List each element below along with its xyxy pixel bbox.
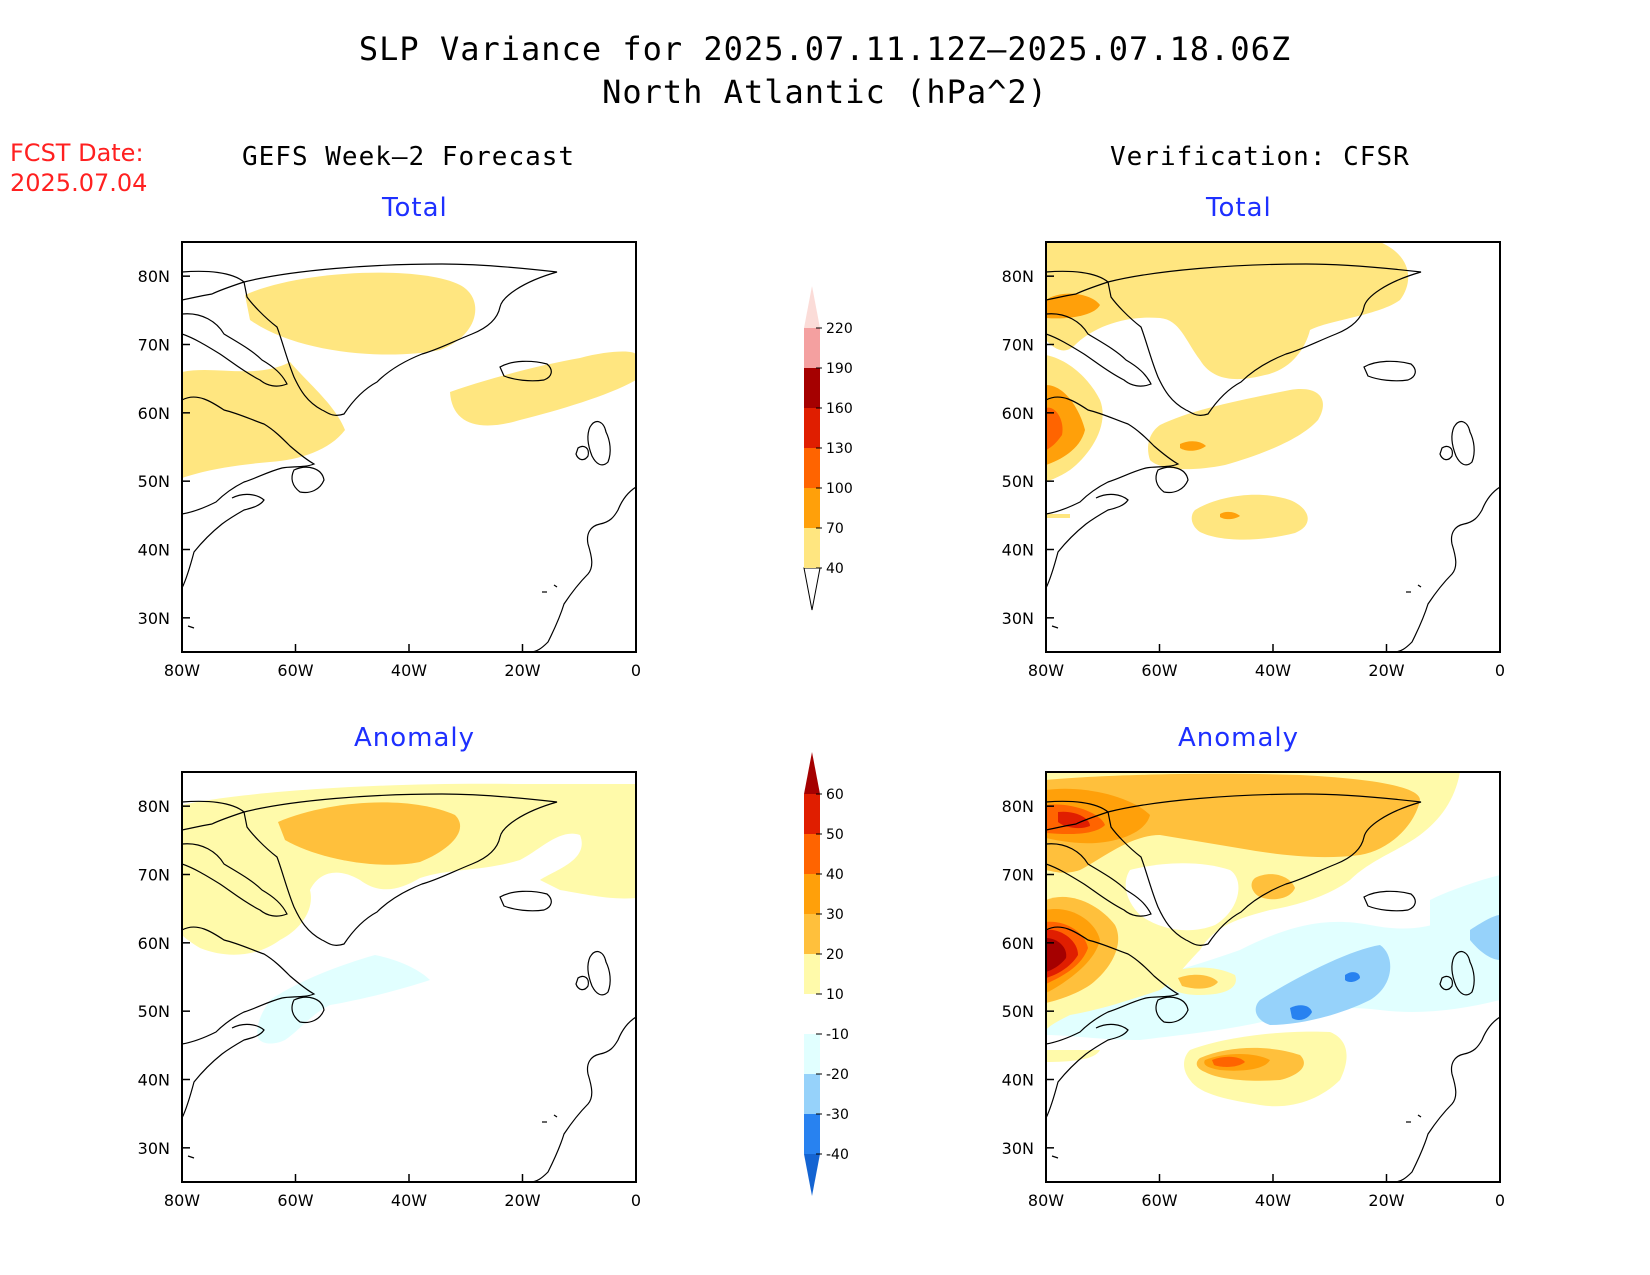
colorbar-swatch [804, 954, 820, 994]
colorbar-label: 20 [826, 947, 844, 963]
fcst-date-label: FCST Date: [10, 139, 144, 167]
colorbar-swatch [804, 1114, 820, 1154]
lon-label: 60W [1141, 661, 1177, 680]
panel-title-verification-anomaly: Anomaly [1178, 723, 1300, 753]
lat-label: 50N [138, 472, 170, 491]
lon-label: 80W [1028, 661, 1064, 680]
colorbar-swatch [804, 994, 820, 1034]
colorbar-swatch [804, 1074, 820, 1114]
lon-label: 0 [1495, 661, 1505, 680]
lon-label: 80W [164, 661, 200, 680]
lat-label: 40N [1002, 541, 1034, 560]
colorbar-swatch [804, 1154, 820, 1196]
colorbar-end-low [803, 567, 821, 611]
panel-title-forecast-total: Total [382, 193, 448, 223]
lat-label: 80N [138, 267, 170, 286]
colorbar-label: -10 [826, 1027, 849, 1043]
colorbar-label: -30 [826, 1107, 849, 1123]
verification-column-title: Verification: CFSR [1110, 142, 1410, 172]
colorbar-swatch [804, 834, 820, 874]
lat-label: 60N [1002, 934, 1034, 953]
fcst-date-value: 2025.07.04 [10, 169, 148, 197]
lat-label: 60N [138, 934, 170, 953]
lat-label: 50N [138, 1002, 170, 1021]
map-axes: 80N 70N 60N 50N 40N 30N 80W 60W 40W 20W 0 80N 70N 60N… [138, 267, 1505, 1210]
colorbar-swatch [804, 328, 820, 368]
colorbar-label: 10 [826, 987, 844, 1003]
lat-label: 70N [1002, 336, 1034, 355]
colorbar-swatch [804, 914, 820, 954]
anomaly-colorbar: -40 -30 -20 -10 10 20 30 40 50 60 [804, 752, 849, 1196]
panel-title-forecast-anomaly: Anomaly [354, 723, 476, 753]
colorbar-label: 220 [826, 321, 853, 337]
lat-label: 80N [1002, 267, 1034, 286]
lat-label: 30N [1002, 609, 1034, 628]
colorbar-swatch [804, 448, 820, 488]
forecast-column-title: GEFS Week–2 Forecast [242, 142, 576, 172]
lon-label: 40W [391, 1191, 427, 1210]
lat-label: 40N [1002, 1071, 1034, 1090]
colorbar-swatch [804, 1034, 820, 1074]
colorbar-swatch [804, 368, 820, 408]
lon-label: 40W [391, 661, 427, 680]
total-colorbar: 40 70 100 130 160 190 220 [803, 286, 853, 611]
lon-label: 40W [1255, 1191, 1291, 1210]
lat-label: 70N [1002, 866, 1034, 885]
colorbar-label: 130 [826, 441, 853, 457]
colorbar-swatch [804, 874, 820, 914]
lon-label: 60W [277, 1191, 313, 1210]
lat-label: 40N [138, 1071, 170, 1090]
lat-label: 50N [1002, 472, 1034, 491]
colorbar-label: 160 [826, 401, 853, 417]
lon-label: 20W [504, 1191, 540, 1210]
colorbar-label: -40 [826, 1147, 849, 1163]
colorbar-swatch [804, 408, 820, 448]
colorbar-swatch [804, 528, 820, 568]
lon-label: 40W [1255, 661, 1291, 680]
lon-label: 20W [1368, 1191, 1404, 1210]
lat-label: 30N [138, 1139, 170, 1158]
colorbar-label: 60 [826, 787, 844, 803]
lat-label: 50N [1002, 1002, 1034, 1021]
colorbar-swatch [804, 488, 820, 528]
forecast-total-map [181, 241, 637, 653]
lat-label: 60N [1002, 404, 1034, 423]
colorbar-swatch [804, 794, 820, 834]
lon-label: 20W [1368, 661, 1404, 680]
lat-label: 30N [138, 609, 170, 628]
panel-title-verification-total: Total [1206, 193, 1272, 223]
colorbar-label: 40 [826, 561, 844, 577]
lat-label: 60N [138, 404, 170, 423]
verification-total-map [1045, 241, 1501, 653]
lat-label: 80N [1002, 797, 1034, 816]
colorbar-label: 70 [826, 521, 844, 537]
lon-label: 20W [504, 661, 540, 680]
lon-label: 0 [631, 1191, 641, 1210]
lat-label: 70N [138, 866, 170, 885]
lon-label: 60W [1141, 1191, 1177, 1210]
forecast-anomaly-map [181, 771, 637, 1183]
lat-label: 30N [1002, 1139, 1034, 1158]
colorbar-label: 100 [826, 481, 853, 497]
colorbar-swatch [804, 752, 820, 794]
lon-label: 0 [1495, 1191, 1505, 1210]
lat-label: 70N [138, 336, 170, 355]
lon-label: 80W [1028, 1191, 1064, 1210]
colorbar-label: -20 [826, 1067, 849, 1083]
lon-label: 60W [277, 661, 313, 680]
colorbar-swatch [804, 286, 820, 328]
lat-label: 80N [138, 797, 170, 816]
lat-label: 40N [138, 541, 170, 560]
colorbar-label: 190 [826, 361, 853, 377]
colorbar-label: 30 [826, 907, 844, 923]
colorbar-label: 50 [826, 827, 844, 843]
lon-label: 0 [631, 661, 641, 680]
sub-title: North Atlantic (hPa^2) [602, 73, 1048, 111]
main-title: SLP Variance for 2025.07.11.12Z–2025.07.… [358, 30, 1292, 68]
lon-label: 80W [164, 1191, 200, 1210]
verification-anomaly-map [1045, 771, 1501, 1183]
colorbar-label: 40 [826, 867, 844, 883]
